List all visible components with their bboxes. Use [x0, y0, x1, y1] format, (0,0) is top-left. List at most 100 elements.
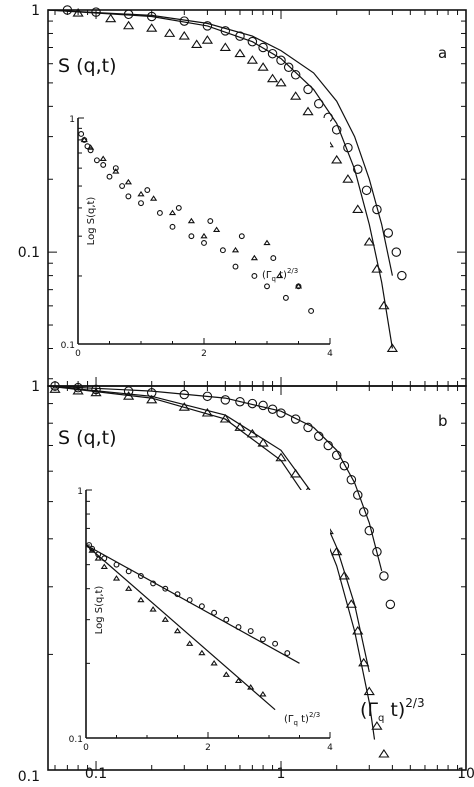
data-point-circle	[314, 99, 324, 109]
inset-point-triangle	[100, 563, 108, 570]
inset-x-tick-label: 0	[75, 349, 81, 359]
data-point-triangle	[234, 422, 246, 431]
data-point-triangle	[219, 413, 231, 423]
inset-point-circle	[86, 542, 93, 548]
data-point-triangle	[302, 106, 314, 116]
data-point-triangle	[352, 625, 364, 635]
inset-point-triangle	[99, 155, 107, 161]
inset-point-triangle	[149, 195, 158, 201]
inset-point-circle	[169, 223, 176, 230]
data-point-circle	[283, 62, 294, 73]
data-point-triangle	[234, 48, 246, 58]
data-point-triangle	[257, 62, 269, 71]
x-tick-label: 0.1	[85, 766, 107, 782]
data-point-triangle	[363, 236, 375, 246]
x-tick-label: 1	[277, 766, 286, 782]
y-axis-label: S (q,t)	[58, 427, 116, 449]
data-point-circle	[123, 386, 134, 396]
data-point-circle	[73, 382, 83, 393]
data-point-circle	[385, 599, 396, 610]
data-point-circle	[372, 204, 382, 215]
panel-b: 1 0.1 S (q,t) b 0 2 4 1 0.1 Log S(q,t) (Γq t)2/3	[18, 379, 467, 785]
inset-point-circle	[106, 173, 113, 180]
inset-x-tick-label: 2	[201, 349, 207, 359]
inset-point-circle	[101, 555, 108, 562]
inset-x-tick-label: 0	[83, 743, 89, 753]
inset-point-triangle	[222, 671, 230, 677]
inset-a: 0 2 4 1 0.1 Log S(q,t) (Γq t)2/3	[61, 115, 333, 359]
data-point-circle	[267, 404, 278, 414]
inset-point-circle	[207, 218, 214, 224]
inset-point-circle	[150, 580, 157, 587]
inset-point-triangle	[234, 677, 243, 684]
data-point-circle	[391, 247, 402, 257]
inset-background	[86, 490, 330, 738]
panel-letter: a	[438, 44, 447, 62]
data-point-circle	[235, 31, 245, 41]
inset-point-circle	[112, 165, 119, 172]
inset-point-triangle	[247, 684, 255, 690]
data-point-circle	[331, 125, 342, 135]
data-point-triangle	[363, 686, 375, 696]
inset-point-triangle	[294, 282, 303, 289]
data-point-circle	[247, 36, 258, 47]
data-point-circle	[202, 21, 213, 31]
data-point-circle	[346, 474, 357, 485]
inset-point-circle	[156, 210, 163, 216]
data-point-triangle	[378, 300, 390, 310]
data-point-triangle	[338, 570, 350, 580]
data-point-circle	[220, 26, 231, 36]
panel-letter: b	[438, 412, 448, 430]
data-point-circle	[146, 388, 157, 398]
inset-b: 0 2 4 1 0.1 Log S(q,t) (Γq t)2/3	[69, 487, 333, 753]
data-point-circle	[353, 490, 363, 500]
data-point-triangle	[257, 437, 269, 447]
inset-point-triangle	[250, 254, 259, 261]
data-point-triangle	[90, 387, 102, 397]
inset-point-circle	[247, 628, 254, 634]
inset-point-triangle	[149, 606, 157, 612]
data-point-triangle	[345, 599, 357, 608]
inset-point-circle	[270, 255, 277, 262]
data-point-circle	[123, 9, 134, 20]
data-point-triangle	[201, 35, 214, 44]
data-point-circle	[343, 142, 353, 153]
y-tick-label: 1	[31, 3, 40, 19]
inset-point-triangle	[86, 144, 95, 150]
data-point-triangle	[358, 657, 370, 667]
data-point-circle	[146, 11, 157, 22]
inset-point-circle	[284, 650, 291, 657]
data-point-triangle	[246, 428, 258, 438]
inset-point-circle	[113, 561, 120, 568]
data-point-circle	[267, 48, 278, 59]
data-point-circle	[235, 396, 245, 407]
data-point-triangle	[219, 42, 231, 51]
data-point-circle	[323, 440, 333, 451]
x-tick-label: 10	[457, 766, 474, 782]
inset-point-circle	[175, 204, 182, 211]
inset-point-circle	[211, 609, 218, 616]
data-point-circle	[290, 414, 301, 424]
data-point-circle	[179, 16, 190, 26]
data-point-triangle	[72, 385, 84, 395]
inset-point-circle	[100, 161, 107, 168]
data-point-triangle	[178, 30, 190, 40]
y-tick-label: 0.1	[18, 769, 40, 782]
outer-x-axis: 0.1 1 10 (Γq t)2/3	[85, 696, 474, 782]
inset-point-circle	[87, 147, 94, 154]
fit-line	[47, 385, 383, 572]
inset-x-axis-label: (Γq t)2/3	[262, 267, 298, 283]
inset-point-circle	[308, 308, 315, 314]
data-point-triangle	[331, 546, 343, 556]
data-point-circle	[276, 408, 286, 418]
inset-point-triangle	[173, 627, 182, 634]
inset-point-triangle	[186, 640, 194, 646]
data-point-triangle	[352, 204, 364, 213]
data-point-circle	[397, 270, 407, 281]
data-point-circle	[258, 42, 268, 53]
inset-point-triangle	[124, 178, 133, 185]
inset-point-triangle	[168, 209, 177, 216]
data-point-circle	[62, 5, 73, 15]
data-point-triangle	[275, 77, 287, 87]
